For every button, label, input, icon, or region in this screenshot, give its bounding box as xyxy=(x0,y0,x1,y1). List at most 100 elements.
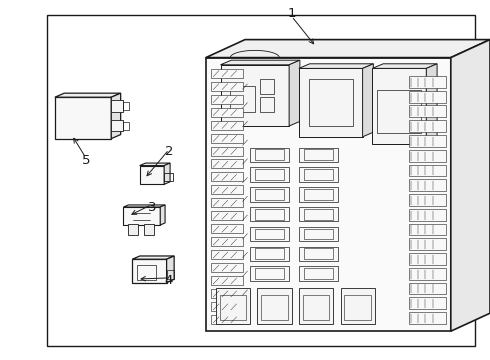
Bar xyxy=(309,79,353,126)
Polygon shape xyxy=(220,65,289,126)
Bar xyxy=(260,97,274,112)
Bar xyxy=(255,229,284,239)
Polygon shape xyxy=(123,207,160,225)
Bar xyxy=(211,302,243,311)
Bar xyxy=(211,289,243,298)
Bar xyxy=(377,90,421,133)
Bar xyxy=(341,288,375,324)
Bar xyxy=(123,122,129,130)
Bar xyxy=(255,248,284,259)
Polygon shape xyxy=(363,64,373,137)
Bar xyxy=(211,82,243,91)
Bar xyxy=(299,207,338,221)
Bar xyxy=(304,248,333,259)
Bar xyxy=(409,268,446,280)
Bar xyxy=(250,167,289,182)
Bar xyxy=(128,224,138,235)
Bar xyxy=(255,169,284,180)
Polygon shape xyxy=(289,60,300,126)
Bar xyxy=(304,229,333,239)
Bar xyxy=(230,86,255,112)
Bar xyxy=(409,238,446,250)
Bar xyxy=(211,134,243,143)
Bar xyxy=(211,224,243,233)
Polygon shape xyxy=(167,256,174,283)
Polygon shape xyxy=(206,58,451,331)
Bar xyxy=(211,276,243,285)
Bar xyxy=(409,179,446,191)
Polygon shape xyxy=(451,40,490,331)
Bar xyxy=(250,187,289,202)
Bar xyxy=(255,209,284,220)
Bar xyxy=(211,263,243,272)
Bar xyxy=(257,288,292,324)
Bar xyxy=(255,149,284,160)
Polygon shape xyxy=(111,93,121,139)
Text: 1: 1 xyxy=(287,7,296,20)
Bar xyxy=(409,297,446,309)
Bar xyxy=(304,209,333,220)
Polygon shape xyxy=(220,60,300,65)
Bar xyxy=(211,159,243,168)
Polygon shape xyxy=(132,259,167,283)
Bar xyxy=(409,150,446,162)
Bar xyxy=(111,100,123,112)
Bar xyxy=(299,288,333,324)
Polygon shape xyxy=(140,163,170,166)
Bar xyxy=(409,253,446,265)
Text: 2: 2 xyxy=(165,145,173,158)
Bar xyxy=(260,79,274,94)
Bar xyxy=(220,295,246,320)
Polygon shape xyxy=(160,205,165,225)
Bar xyxy=(303,295,329,320)
Bar xyxy=(123,102,129,110)
Bar xyxy=(409,283,446,294)
Polygon shape xyxy=(372,64,437,68)
Bar xyxy=(164,173,173,181)
Bar xyxy=(304,189,333,200)
Polygon shape xyxy=(372,68,426,144)
Bar xyxy=(299,266,338,281)
Polygon shape xyxy=(140,166,164,184)
Bar xyxy=(250,148,289,162)
Bar xyxy=(409,194,446,206)
Bar xyxy=(409,120,446,132)
Bar xyxy=(255,189,284,200)
Bar xyxy=(211,237,243,246)
Bar xyxy=(409,135,446,147)
Bar xyxy=(211,108,243,117)
Bar xyxy=(304,268,333,279)
Bar xyxy=(250,227,289,241)
Polygon shape xyxy=(426,64,437,144)
Text: 3: 3 xyxy=(147,201,156,213)
Text: 5: 5 xyxy=(81,154,90,167)
Bar xyxy=(409,105,446,117)
Bar xyxy=(211,250,243,259)
Bar xyxy=(409,209,446,221)
Bar xyxy=(261,295,288,320)
Polygon shape xyxy=(206,40,490,58)
Bar xyxy=(137,265,156,280)
Bar xyxy=(409,224,446,235)
Bar xyxy=(250,207,289,221)
Bar xyxy=(250,266,289,281)
Bar xyxy=(211,95,243,104)
Polygon shape xyxy=(55,93,121,97)
Bar xyxy=(409,76,446,88)
Bar xyxy=(144,224,154,235)
Bar xyxy=(211,315,243,324)
Bar xyxy=(409,91,446,103)
Polygon shape xyxy=(164,163,170,184)
Bar xyxy=(304,149,333,160)
Bar xyxy=(167,270,174,279)
Bar xyxy=(409,312,446,324)
Bar xyxy=(47,15,475,346)
Bar xyxy=(211,147,243,156)
Bar xyxy=(409,165,446,176)
Bar xyxy=(255,268,284,279)
Polygon shape xyxy=(55,97,111,139)
Bar xyxy=(211,69,243,78)
Text: 4: 4 xyxy=(165,274,173,287)
Bar xyxy=(299,227,338,241)
Bar xyxy=(211,185,243,194)
